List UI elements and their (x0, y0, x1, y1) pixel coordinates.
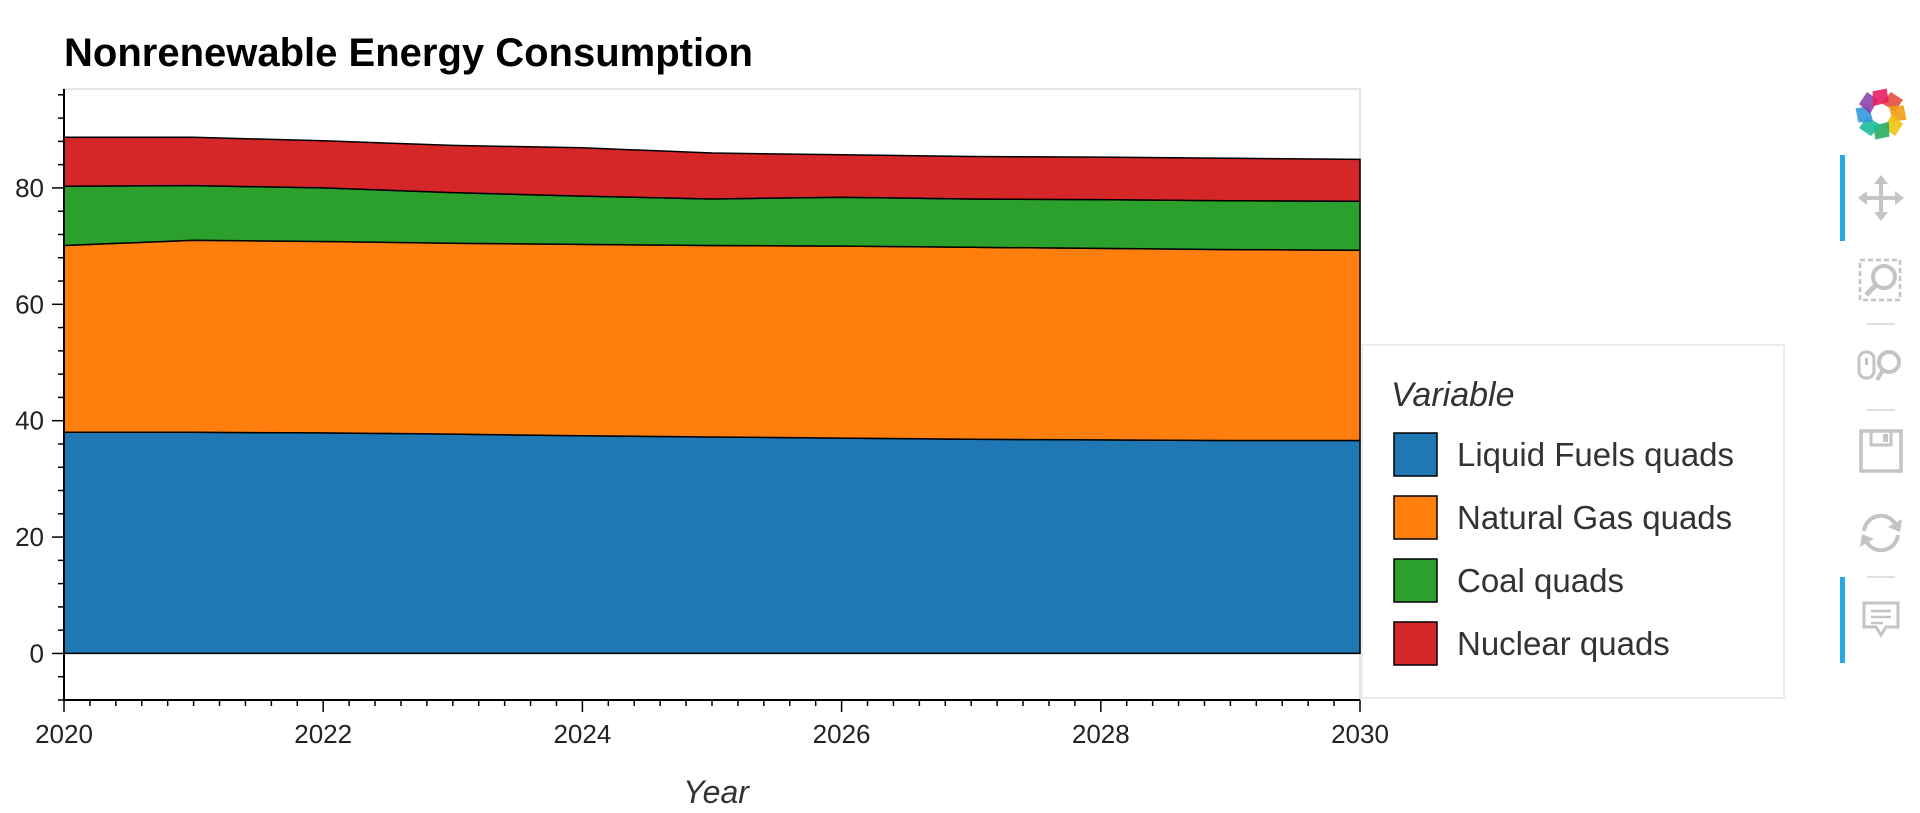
legend-title: Variable (1391, 376, 1514, 414)
y-tick-label: 0 (30, 638, 44, 668)
reset-tool-button[interactable] (1838, 493, 1920, 573)
save-icon (1859, 429, 1903, 473)
x-tick-label: 2020 (35, 719, 93, 749)
legend-swatch-coal-quads (1393, 558, 1438, 603)
active-tool-indicator (1840, 577, 1845, 663)
legend-label-liquid-fuels-quads: Liquid Fuels quads (1457, 436, 1734, 473)
legend-swatch-liquid-fuels-quads (1393, 432, 1438, 477)
legend-swatch-nuclear-quads (1393, 621, 1438, 666)
chart-title: Nonrenewable Energy Consumption (64, 31, 753, 75)
box-zoom-icon (1858, 258, 1902, 302)
x-tick-label: 2026 (813, 719, 871, 749)
hover-tool-button[interactable] (1838, 577, 1920, 663)
y-tick-label: 80 (15, 173, 44, 203)
bokeh-logo (1855, 88, 1907, 140)
legend-label-coal-quads: Coal quads (1457, 562, 1624, 599)
area-nuclear-quads (63, 136, 1361, 203)
pan-tool-button[interactable] (1838, 155, 1920, 241)
hover-icon (1862, 601, 1900, 638)
x-tick-label: 2030 (1331, 719, 1389, 749)
x-tick-label: 2022 (294, 719, 352, 749)
toolbar (1838, 88, 1920, 663)
bokeh-logo-icon (1855, 88, 1907, 140)
y-axis: 0 20 40 60 80 (15, 89, 65, 701)
legend-label-natural-gas-quads: Natural Gas quads (1457, 499, 1732, 536)
x-axis: 2020 2022 2024 2026 2028 2030 (35, 699, 1389, 749)
x-tick-label: 2024 (553, 719, 611, 749)
x-axis-label: Year (683, 774, 750, 810)
area-natural-gas-quads (63, 239, 1361, 442)
legend-swatch-natural-gas-quads (1393, 495, 1438, 540)
box-zoom-tool-button[interactable] (1838, 241, 1920, 321)
active-tool-indicator (1840, 155, 1845, 241)
y-tick-label: 20 (15, 522, 44, 552)
save-tool-button[interactable] (1838, 411, 1920, 491)
y-tick-label: 40 (15, 406, 44, 436)
legend-label-nuclear-quads: Nuclear quads (1457, 625, 1670, 662)
wheel-zoom-icon (1857, 350, 1901, 382)
area-series-group (63, 136, 1361, 655)
y-tick-label: 60 (15, 289, 44, 319)
area-liquid-fuels-quads (63, 431, 1361, 655)
x-tick-label: 2028 (1072, 719, 1130, 749)
legend: Variable Liquid Fuels quads Natural Gas q… (1361, 344, 1785, 699)
pan-icon (1858, 175, 1904, 221)
wheel-zoom-tool-button[interactable] (1838, 326, 1920, 406)
reset-icon (1860, 513, 1902, 553)
